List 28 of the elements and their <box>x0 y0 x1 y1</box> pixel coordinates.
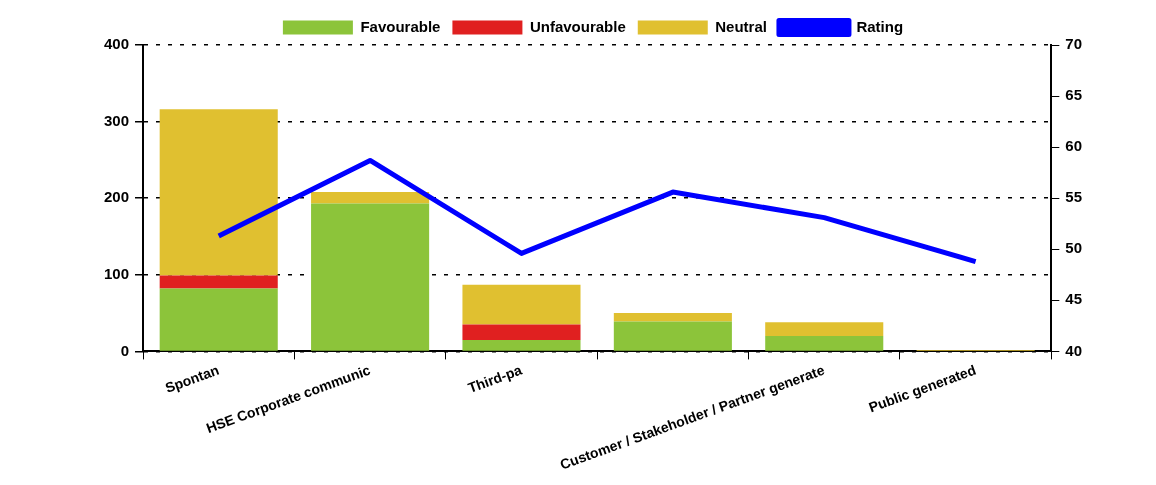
y2-tick-label: 65 <box>1065 86 1082 104</box>
legend-label: Rating <box>856 17 904 35</box>
y-tick-label: 200 <box>104 188 130 206</box>
bar <box>311 192 430 204</box>
bar <box>311 203 430 351</box>
bar <box>765 336 884 351</box>
y2-tick-label: 40 <box>1065 341 1082 359</box>
legend-label: Unfavourable <box>529 17 626 35</box>
bar <box>159 288 278 351</box>
bar <box>462 284 581 325</box>
legend-label: Favourable <box>360 17 441 35</box>
bar <box>159 275 278 289</box>
y-tick-label: 400 <box>104 35 130 53</box>
y2-tick-label: 45 <box>1065 290 1082 308</box>
y-tick-label: 0 <box>120 341 130 359</box>
bar <box>462 324 581 340</box>
bar <box>613 321 732 351</box>
y2-tick-label: 50 <box>1065 239 1082 257</box>
bar <box>159 109 278 276</box>
y2-tick-label: 55 <box>1065 188 1082 206</box>
y-tick-label: 300 <box>104 111 130 129</box>
y2-tick-label: 60 <box>1065 137 1082 155</box>
legend-label: Neutral <box>715 17 767 35</box>
bar <box>613 313 732 322</box>
y-tick-label: 100 <box>104 264 130 282</box>
bar <box>462 339 581 351</box>
y2-tick-label: 70 <box>1065 35 1082 53</box>
bar <box>765 322 884 337</box>
